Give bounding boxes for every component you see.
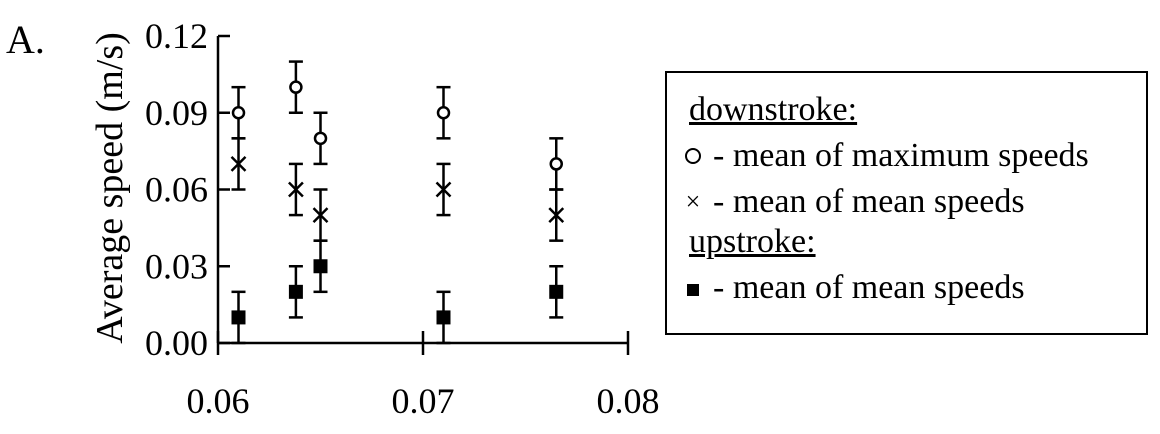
panel-label: A.: [6, 17, 45, 62]
legend: downstroke: - mean of maximum speeds × -…: [665, 71, 1148, 335]
data-point-square: [231, 310, 246, 325]
cross-icon: ×: [685, 187, 701, 216]
chart-marks: [230, 60, 565, 345]
chart-axes: 0.00 0.03 0.06 0.09 0.12 0.06 0.07 0.08 Average …: [89, 16, 660, 421]
data-point-square: [549, 284, 564, 299]
scatter-chart: 0.00 0.03 0.06 0.09 0.12 0.06 0.07 0.08 Average …: [89, 16, 660, 421]
x-tick-label: 0.08: [597, 381, 660, 421]
data-point-cross: [288, 181, 304, 198]
data-point-circle: [436, 106, 451, 120]
data-point-square: [288, 284, 303, 299]
data-point-circle: [313, 131, 328, 146]
data-point-cross: [312, 207, 329, 223]
legend-upstroke-heading: upstroke:: [689, 223, 816, 260]
legend-item-upstroke-mean: - mean of mean speeds: [681, 269, 1025, 307]
data-point-circle: [231, 106, 246, 120]
y-tick-label: 0.06: [145, 170, 208, 210]
y-axis-label: Average speed (m/s): [89, 32, 131, 344]
legend-item-mean-speeds: × - mean of mean speeds: [681, 183, 1025, 221]
y-tick-label: 0.12: [145, 16, 208, 56]
data-point-cross: [230, 156, 247, 172]
y-tick-label: 0.03: [145, 246, 208, 286]
legend-downstroke-heading: downstroke:: [689, 91, 858, 128]
data-point-square: [313, 259, 328, 274]
circle-icon: [681, 141, 705, 171]
data-point-cross: [548, 207, 565, 223]
x-tick-label: 0.06: [187, 381, 250, 421]
legend-label-mean-speeds: - mean of mean speeds: [713, 183, 1025, 220]
data-point-square: [436, 310, 451, 325]
x-tick-label: 0.07: [392, 381, 455, 421]
y-tick-label: 0.09: [145, 93, 208, 133]
legend-label-upstroke-mean: - mean of mean speeds: [713, 269, 1025, 306]
data-point-circle: [549, 157, 563, 171]
data-point-cross: [435, 181, 452, 198]
legend-item-max-speeds: - mean of maximum speeds: [681, 137, 1089, 175]
data-point-circle: [289, 80, 303, 94]
y-tick-label: 0.00: [145, 323, 208, 363]
square-icon: [681, 273, 705, 303]
legend-label-max-speeds: - mean of maximum speeds: [713, 137, 1089, 174]
